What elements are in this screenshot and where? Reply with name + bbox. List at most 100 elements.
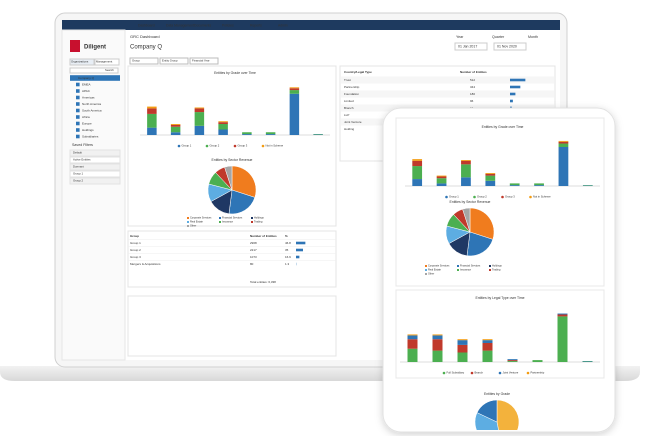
bar-segment xyxy=(412,166,423,180)
legend-label: Group 1 xyxy=(449,195,459,199)
pct-bar xyxy=(296,241,306,245)
filter-dropdown[interactable] xyxy=(129,57,159,65)
tree-item[interactable]: Europe xyxy=(82,121,92,125)
filter-label[interactable]: Financial Year xyxy=(192,59,210,63)
legend-swatch xyxy=(501,195,504,199)
bar-segment xyxy=(289,90,300,94)
sidebar-tab[interactable] xyxy=(69,58,95,66)
bar-segment xyxy=(170,124,181,125)
nav-item[interactable]: Policies xyxy=(222,23,234,27)
legend-label: Other xyxy=(428,273,434,276)
tree-item[interactable]: Company Q xyxy=(78,76,95,80)
tree-item[interactable]: EMEA xyxy=(82,82,91,86)
bar-segment xyxy=(289,93,300,135)
bar-segment xyxy=(265,134,276,135)
tree-icon xyxy=(76,115,80,119)
search-box[interactable] xyxy=(69,67,119,74)
bar-segment xyxy=(147,108,157,114)
period-toggle[interactable]: Quarter xyxy=(492,35,505,39)
bar-segment xyxy=(194,112,205,126)
legend-swatch xyxy=(251,217,253,219)
pie-slice xyxy=(476,399,498,423)
legend-label: Financial Services xyxy=(222,217,243,220)
period-toggle[interactable]: Year xyxy=(456,35,464,39)
saved-filter[interactable]: Dormant xyxy=(73,165,84,169)
tree-item[interactable]: Africa xyxy=(82,115,90,119)
bar-segment xyxy=(482,339,493,341)
legend-swatch xyxy=(473,195,476,199)
saved-row xyxy=(69,156,121,164)
bar-segment xyxy=(485,175,496,181)
bar-segment xyxy=(147,113,157,128)
bar-segment xyxy=(170,132,181,135)
bar-segment xyxy=(432,334,443,336)
bar-segment xyxy=(457,352,468,362)
sidebar-tab-label[interactable]: Management xyxy=(96,60,113,64)
bar-segment xyxy=(558,140,569,142)
bar-segment xyxy=(557,314,568,317)
nav-item[interactable]: Documents xyxy=(194,23,211,27)
filter-label[interactable]: Group xyxy=(132,59,140,63)
row-bg xyxy=(341,76,554,84)
table-header: % xyxy=(285,234,288,238)
tablet-content: Entities by Grade over Time Group 1 Group … xyxy=(390,114,610,430)
bar-segment xyxy=(289,87,300,89)
saved-filter[interactable]: Group 1 xyxy=(73,172,84,176)
bar-segment xyxy=(436,176,447,179)
legend-swatch xyxy=(219,217,221,219)
legend-swatch xyxy=(445,195,448,199)
nav-item[interactable]: Reports xyxy=(250,23,262,27)
legend-swatch xyxy=(187,217,189,219)
bar-segment xyxy=(457,339,468,341)
sidebar-tab[interactable] xyxy=(94,58,120,66)
tree-item[interactable]: North America xyxy=(82,102,101,106)
table-cell: Foundation xyxy=(344,92,359,96)
bar-segment xyxy=(558,147,569,186)
table-cell: 80 xyxy=(250,262,254,266)
brand: Diligent xyxy=(84,45,106,51)
tree-item[interactable]: South America xyxy=(82,108,102,112)
filter-label[interactable]: Entity Group xyxy=(162,59,178,63)
pie-slice xyxy=(496,399,520,430)
saved-filter[interactable]: Active Entities xyxy=(73,158,91,162)
pie-slice xyxy=(462,207,471,233)
table-cell: 180 xyxy=(470,92,475,96)
nav-item[interactable]: Admin xyxy=(278,23,288,27)
tree-icon xyxy=(76,89,80,93)
legend-label: Not in Scheme xyxy=(266,144,284,148)
chart-title: Entities by Sector Revenue xyxy=(450,200,491,204)
legend-label: Group 2 xyxy=(210,144,220,148)
count-bar xyxy=(510,85,521,89)
tree-item[interactable]: Subsidiaries xyxy=(82,134,99,138)
table-cell: 1.3 xyxy=(285,262,290,266)
filter-dropdown[interactable] xyxy=(189,57,219,65)
table xyxy=(127,230,337,288)
filter-dropdown[interactable] xyxy=(159,57,189,65)
table-cell: Holding xyxy=(344,127,355,131)
bar-segment xyxy=(194,108,205,113)
table-cell: 2968 xyxy=(250,241,257,245)
legend-label: Group 3 xyxy=(505,195,515,199)
bar-segment xyxy=(557,313,568,315)
table-cell: 344 xyxy=(470,85,475,89)
nav-item[interactable]: Dashboard xyxy=(138,23,155,27)
saved-filter[interactable]: Group 2 xyxy=(73,179,84,183)
saved-filter[interactable]: Default xyxy=(73,151,82,155)
tree-item[interactable]: Americas xyxy=(82,95,95,99)
legend-swatch xyxy=(529,195,532,199)
sidebar-tab-label[interactable]: Organizations xyxy=(71,60,89,64)
bar-segment xyxy=(432,350,443,362)
period-toggle[interactable]: Month xyxy=(528,35,538,39)
legend-label: Other xyxy=(190,225,196,228)
legend-swatch xyxy=(470,371,474,375)
legend-label: Holdings xyxy=(492,265,502,268)
legend-label: Joint Venture xyxy=(503,371,519,375)
nav-item[interactable]: Data Management xyxy=(166,23,194,27)
tree-item[interactable]: Holdings xyxy=(82,128,94,132)
panel xyxy=(395,117,605,287)
bar-segment xyxy=(242,134,252,135)
tree-item[interactable]: APAC xyxy=(82,89,91,93)
bar-segment xyxy=(482,350,493,362)
bar-segment xyxy=(289,88,300,91)
date-box xyxy=(454,42,488,51)
